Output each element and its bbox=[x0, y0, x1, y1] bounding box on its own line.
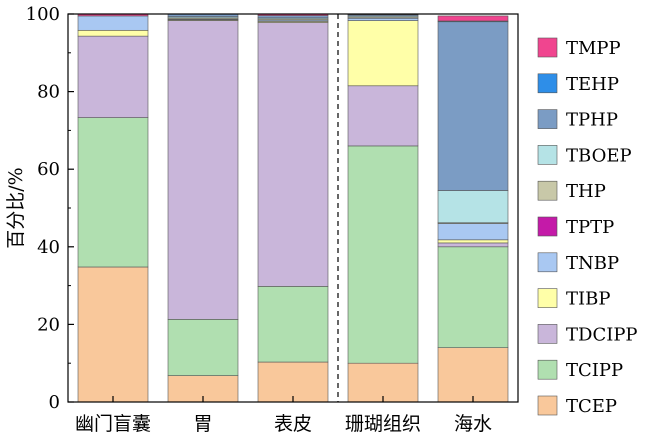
legend-label-tmpp: TMPP bbox=[566, 38, 621, 59]
bar-segment-tcep-0 bbox=[77, 266, 149, 403]
legend-label-tnbp: TNBP bbox=[566, 253, 619, 274]
bar-segment-tphp-2 bbox=[257, 15, 329, 19]
legend-swatch-tnbp bbox=[537, 252, 558, 273]
bar-segment-tcipp-2 bbox=[257, 286, 329, 363]
legend-swatch-tibp bbox=[537, 288, 558, 308]
bar-segment-tnbp-4 bbox=[437, 223, 509, 241]
category-label: 胃 bbox=[193, 413, 212, 435]
legend-label-tcep: TCEP bbox=[566, 396, 617, 417]
legend-swatch-tehp bbox=[537, 73, 558, 94]
legend-label-tptp: TPTP bbox=[566, 217, 614, 238]
bar-segment-tnbp-0 bbox=[77, 15, 149, 31]
legend-swatch-tdcipp bbox=[537, 324, 558, 344]
bar-segment-tnbp-3 bbox=[347, 17, 419, 21]
legend-label-tibp: TIBP bbox=[566, 289, 610, 310]
legend-swatch-tptp bbox=[537, 216, 558, 237]
category-label: 幽门盲囊 bbox=[75, 413, 151, 435]
bar-segment-tmpp-4 bbox=[437, 15, 509, 22]
legend-label-tehp: TEHP bbox=[566, 74, 619, 95]
bar-segment-tcipp-4 bbox=[437, 246, 509, 348]
bar-segment-tdcipp-3 bbox=[347, 85, 419, 147]
legend: TMPP TEHP TPHP TBOEP THP TPTP TNBP TIBP TDCIPP TC… bbox=[537, 37, 638, 417]
legend-label-tdcipp: TDCIPP bbox=[566, 324, 638, 345]
y-tick-label: 20 bbox=[37, 314, 60, 335]
y-axis: 0 20 40 60 80 100 bbox=[26, 4, 74, 413]
bar-segment-tibp-3 bbox=[347, 20, 419, 87]
legend-swatch-thp bbox=[537, 180, 558, 201]
legend-swatch-tphp bbox=[537, 109, 558, 129]
legend-label-tphp: TPHP bbox=[566, 110, 618, 131]
bar-segment-tboep-4 bbox=[437, 190, 509, 224]
legend-label-thp: THP bbox=[566, 181, 606, 202]
bar-segment-tdcipp-0 bbox=[77, 35, 149, 118]
x-axis: 幽门盲囊 胃 表皮 珊瑚组织 海水 bbox=[75, 396, 492, 435]
bar-segment-tcep-4 bbox=[437, 347, 509, 403]
legend-swatch-tboep bbox=[537, 145, 558, 165]
y-tick-label: 40 bbox=[37, 237, 60, 258]
bar-segment-tibp-4 bbox=[437, 239, 509, 244]
y-tick-label: 80 bbox=[37, 82, 60, 103]
bar-segment-tphp-4 bbox=[437, 21, 509, 191]
bar-segment-tcipp-0 bbox=[77, 117, 149, 268]
legend-label-tcipp: TCIPP bbox=[566, 360, 623, 381]
y-axis-title: 百分比/% bbox=[5, 167, 27, 248]
category-label: 海水 bbox=[454, 413, 492, 435]
legend-swatch-tmpp bbox=[537, 37, 558, 58]
bar-segment-tdcipp-2 bbox=[257, 22, 329, 287]
y-tick-label: 100 bbox=[26, 4, 60, 25]
y-tick-label: 60 bbox=[37, 159, 60, 180]
legend-swatch-tcep bbox=[537, 395, 558, 416]
bar-segment-tcipp-3 bbox=[347, 145, 419, 364]
bar-segment-tcipp-1 bbox=[167, 319, 239, 376]
bar-segment-tibp-0 bbox=[77, 29, 149, 37]
bar-stacks bbox=[77, 13, 509, 403]
bar-segment-tdcipp-1 bbox=[167, 20, 239, 320]
category-label: 珊瑚组织 bbox=[345, 413, 421, 435]
legend-swatch-tcipp bbox=[537, 359, 558, 380]
legend-label-tboep: TBOEP bbox=[566, 145, 632, 166]
y-tick-label: 0 bbox=[49, 392, 60, 413]
bar-segment-tcep-3 bbox=[347, 362, 419, 403]
bar-segment-tdcipp-4 bbox=[437, 242, 509, 248]
category-label: 表皮 bbox=[274, 413, 312, 435]
bar-segment-tcep-2 bbox=[257, 361, 329, 403]
